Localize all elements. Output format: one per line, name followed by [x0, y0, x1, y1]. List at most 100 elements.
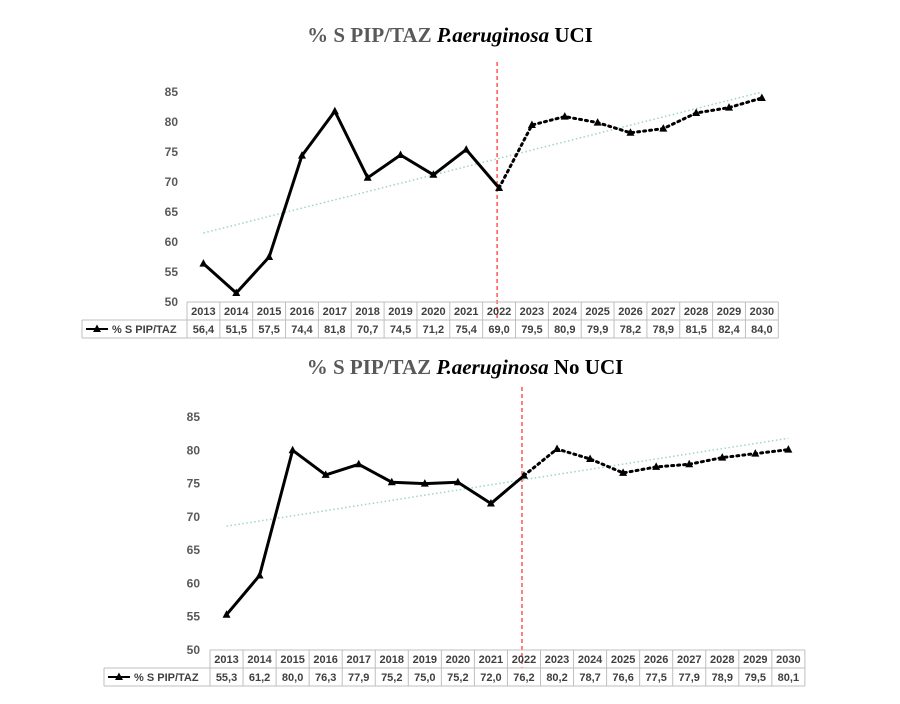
legend-label: % S PIP/TAZ — [112, 324, 177, 336]
data-point-marker — [429, 170, 438, 178]
y-tick-label: 70 — [165, 175, 179, 189]
data-point-marker — [453, 477, 462, 486]
data-point-marker — [652, 462, 661, 470]
data-label: 76,6 — [612, 672, 633, 684]
data-point-marker — [396, 150, 405, 158]
x-tick-label: 2013 — [214, 654, 238, 666]
data-label: 71,2 — [423, 324, 444, 336]
data-label: 80,1 — [778, 672, 799, 684]
y-tick-label: 60 — [187, 576, 201, 590]
data-label: 77,9 — [679, 672, 700, 684]
y-tick-label: 70 — [187, 510, 201, 524]
x-tick-label: 2019 — [388, 306, 412, 318]
y-tick-label: 60 — [165, 235, 179, 249]
series-line-forecast — [497, 96, 764, 190]
y-tick-label: 50 — [187, 643, 201, 657]
data-point-marker — [255, 570, 264, 579]
trendline — [203, 91, 763, 234]
data-label: 81,5 — [685, 324, 706, 336]
x-tick-label: 2023 — [520, 306, 544, 318]
data-point-marker — [321, 470, 330, 478]
x-tick-label: 2020 — [421, 306, 445, 318]
series-line-forecast — [522, 447, 790, 478]
data-point-marker — [685, 459, 694, 468]
data-point-marker — [527, 120, 536, 128]
data-point-marker — [486, 499, 495, 507]
y-tick-label: 75 — [187, 477, 201, 491]
data-label: 74,5 — [390, 324, 411, 336]
x-tick-label: 2014 — [247, 654, 272, 666]
x-tick-label: 2017 — [323, 306, 347, 318]
data-label: 77,9 — [348, 672, 369, 684]
x-tick-label: 2018 — [380, 654, 404, 666]
legend-label: % S PIP/TAZ — [134, 672, 199, 684]
data-label: 75,2 — [381, 672, 402, 684]
x-tick-label: 2019 — [413, 654, 437, 666]
data-point-marker — [718, 453, 727, 461]
data-label: 57,5 — [258, 324, 279, 336]
y-tick-label: 55 — [187, 610, 201, 624]
y-tick-label: 65 — [187, 543, 201, 557]
data-point-marker — [757, 93, 766, 101]
x-tick-label: 2016 — [290, 306, 314, 318]
x-tick-label: 2022 — [512, 654, 536, 666]
data-point-marker — [199, 259, 208, 267]
data-label: 77,5 — [645, 672, 666, 684]
data-label: 72,0 — [480, 672, 501, 684]
title-italic: P.aeruginosa — [436, 23, 549, 47]
y-tick-label: 80 — [165, 115, 179, 129]
data-label: 80,0 — [282, 672, 303, 684]
y-tick-label: 65 — [165, 205, 179, 219]
chart-title: % S PIP/TAZ P.aeruginosa UCI — [307, 23, 593, 47]
data-label: 55,3 — [216, 672, 237, 684]
data-label: 76,3 — [315, 672, 336, 684]
data-label: 74,4 — [291, 324, 313, 336]
data-label: 70,7 — [357, 324, 378, 336]
x-tick-label: 2021 — [454, 306, 478, 318]
title-prefix: % S PIP/TAZ — [307, 23, 437, 47]
x-tick-label: 2029 — [743, 654, 767, 666]
series-line-observed — [225, 448, 525, 616]
title-italic: P.aeruginosa — [435, 355, 548, 379]
data-label: 78,9 — [653, 324, 674, 336]
data-label: 76,2 — [513, 672, 534, 684]
x-tick-label: 2026 — [644, 654, 668, 666]
data-point-marker — [462, 145, 471, 153]
data-point-marker — [354, 459, 363, 468]
x-tick-label: 2024 — [553, 306, 578, 318]
data-label: 75,4 — [456, 324, 478, 336]
data-label: 81,8 — [324, 324, 345, 336]
x-tick-label: 2029 — [717, 306, 741, 318]
data-label: 80,2 — [546, 672, 567, 684]
x-tick-label: 2018 — [355, 306, 379, 318]
y-tick-label: 50 — [165, 295, 179, 309]
data-label: 69,0 — [488, 324, 509, 336]
trendline — [226, 437, 789, 527]
data-point-marker — [232, 288, 241, 296]
legend-marker — [115, 672, 123, 680]
y-tick-label: 85 — [187, 410, 201, 424]
title-suffix: No UCI — [549, 355, 624, 379]
x-tick-label: 2025 — [585, 306, 609, 318]
x-tick-label: 2020 — [446, 654, 470, 666]
data-point-marker — [784, 445, 793, 453]
data-label: 79,5 — [521, 324, 542, 336]
x-tick-label: 2021 — [479, 654, 503, 666]
data-point-marker — [553, 444, 562, 452]
x-tick-label: 2014 — [224, 306, 249, 318]
data-label: 78,9 — [712, 672, 733, 684]
data-label: 79,9 — [587, 324, 608, 336]
data-point-marker — [751, 449, 760, 457]
data-label: 75,0 — [414, 672, 435, 684]
data-point-marker — [330, 106, 339, 115]
data-label: 56,4 — [193, 324, 215, 336]
x-tick-label: 2017 — [346, 654, 370, 666]
x-tick-label: 2023 — [545, 654, 569, 666]
data-label: 51,5 — [226, 324, 247, 336]
data-point-marker — [288, 445, 297, 454]
data-point-marker — [519, 471, 528, 479]
x-tick-label: 2015 — [280, 654, 304, 666]
x-tick-label: 2024 — [578, 654, 603, 666]
x-tick-label: 2028 — [710, 654, 734, 666]
data-point-marker — [495, 183, 504, 191]
